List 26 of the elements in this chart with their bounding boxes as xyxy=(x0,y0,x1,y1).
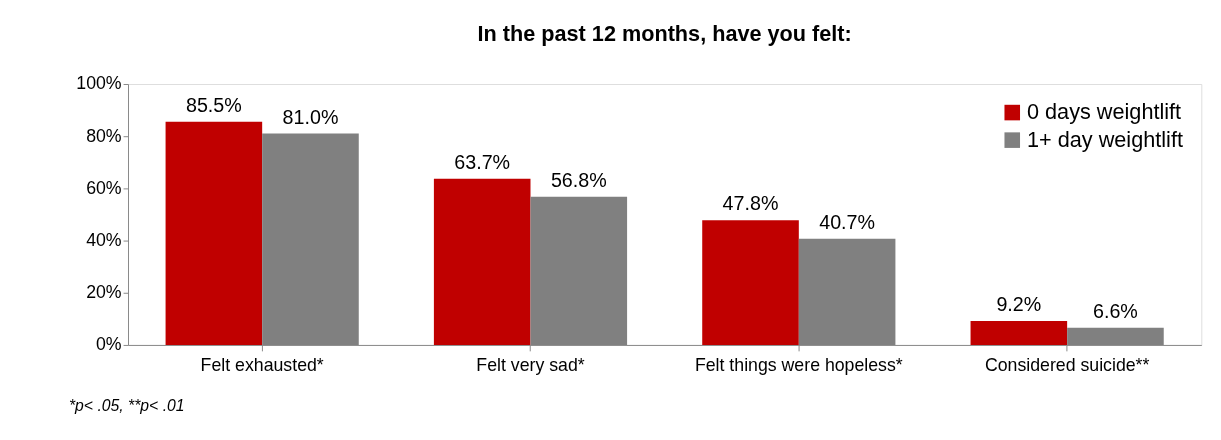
data-label: 6.6% xyxy=(1093,299,1138,322)
y-tick-label: 60% xyxy=(86,177,122,198)
bar xyxy=(165,121,263,345)
data-label: 40.7% xyxy=(819,210,876,233)
y-tick-label: 20% xyxy=(86,282,122,303)
bar xyxy=(433,178,531,345)
data-label: 56.8% xyxy=(550,168,607,191)
data-label: 9.2% xyxy=(996,293,1042,316)
data-label: 63.7% xyxy=(454,150,511,173)
x-tick-label: Felt things were hopeless* xyxy=(694,355,903,376)
x-tick-label: Considered suicide** xyxy=(984,355,1150,376)
x-tick-label: Felt exhausted* xyxy=(200,355,324,376)
data-label: 85.5% xyxy=(185,94,242,116)
y-tick-label: 80% xyxy=(86,125,122,146)
y-tick-label: 100% xyxy=(76,73,122,94)
legend-label: 0 days weightlift xyxy=(1027,99,1182,125)
bar xyxy=(702,220,799,345)
x-tick-label: Felt very sad* xyxy=(476,355,585,376)
y-tick-label: 0% xyxy=(96,334,122,355)
chart-title: In the past 12 months, have you felt: xyxy=(477,20,852,46)
bar xyxy=(970,320,1068,345)
data-label: 47.8% xyxy=(722,192,779,215)
data-label: 81.0% xyxy=(282,105,339,128)
legend-label: 1+ day weightlift xyxy=(1027,127,1183,153)
y-tick-label: 40% xyxy=(86,229,122,250)
text: *p< .05, **p< .01 xyxy=(68,396,185,414)
